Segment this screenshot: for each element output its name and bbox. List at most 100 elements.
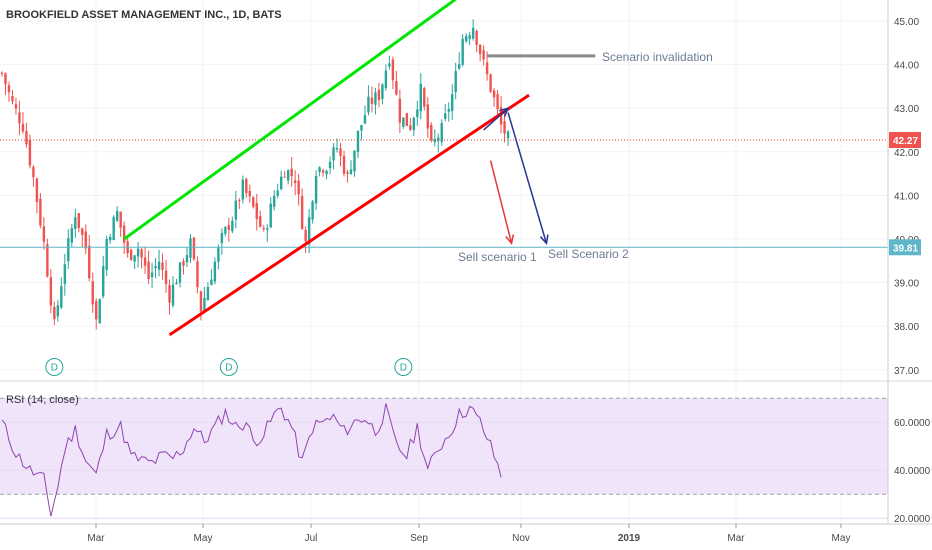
candle-body (489, 74, 492, 92)
candle-body (496, 94, 499, 110)
dividend-marker (219, 358, 238, 376)
candle-body (238, 199, 241, 201)
candle-body (451, 94, 454, 111)
candle-body (280, 176, 283, 190)
candle-body (255, 203, 258, 220)
candle-body (461, 38, 464, 65)
candle-body (297, 180, 300, 195)
arrow-blue-up-head (499, 107, 510, 117)
candle-body (53, 307, 56, 320)
candle-body (11, 95, 14, 102)
candle-body (21, 123, 25, 132)
price-axis[interactable]: 45.0044.0043.0042.0041.0040.0039.0038.00… (887, 0, 931, 525)
candle-body (328, 161, 332, 169)
price-tick-label: 39.00 (894, 279, 919, 290)
price-pane-background (0, 0, 888, 378)
candle-body (143, 257, 147, 266)
candle-body (388, 63, 391, 67)
dividend-marker-label: D (400, 363, 407, 374)
candle-body (464, 36, 468, 42)
current-price-badge-box (889, 132, 921, 149)
candle-body (482, 50, 485, 60)
sell-scenario-2-label: Sell Scenario 2 (548, 247, 629, 261)
candle-body (304, 230, 307, 242)
rsi-grid (0, 397, 888, 519)
price-tick-label: 37.00 (894, 366, 919, 377)
candle-body (25, 130, 28, 145)
candle-body (360, 125, 363, 131)
price-tick-label: 45.00 (894, 17, 919, 28)
candle-body (105, 239, 108, 270)
candle-body (18, 112, 21, 124)
candle-body (430, 125, 433, 141)
price-tick-label: 42.00 (894, 148, 919, 159)
time-axis[interactable]: Mar May Jul Sep Nov 2019 Mar May (0, 523, 932, 544)
candle-body (56, 305, 60, 317)
candle-body (77, 213, 80, 229)
candle-body (283, 176, 286, 178)
price-tick-label: 38.00 (894, 322, 919, 333)
candle-body (203, 297, 206, 311)
candle-body (311, 201, 314, 220)
candle-body (157, 261, 161, 270)
candle-body (405, 113, 409, 126)
dividend-marker (45, 358, 64, 376)
candle-body (231, 220, 234, 232)
candle-body (300, 196, 304, 229)
candle-body (398, 98, 402, 123)
sell-scenario-1-label: Sell scenario 1 (458, 250, 537, 264)
candle-body (7, 85, 11, 93)
price-pane[interactable]: D D D BROOKFIELD ASSET MANAGEMENT INC., 1D… (0, 0, 888, 524)
candle-body (245, 179, 248, 194)
candle-body (46, 244, 49, 277)
arrow-red-down-shaft (489, 160, 513, 244)
candle-body (419, 83, 422, 112)
candle-body (213, 261, 217, 282)
candle-body (164, 270, 168, 285)
rsi-pane[interactable]: RSI (14, close) (0, 394, 888, 519)
candle-body (199, 291, 203, 312)
candle-body (499, 107, 503, 125)
candle-body (102, 266, 105, 297)
time-tick-label: Nov (512, 533, 530, 544)
candle-body (266, 228, 269, 231)
candle-body (206, 286, 210, 301)
candle-body (377, 89, 381, 101)
candle-body (0, 72, 4, 74)
candle-body (49, 277, 53, 306)
candle-body (318, 167, 321, 173)
candle-body (370, 97, 374, 104)
candle-body (381, 84, 384, 100)
candle-body (346, 172, 349, 174)
rsi-label: RSI (14, close) (6, 394, 79, 406)
rsi-tick-label: 60.0000 (894, 418, 931, 429)
candle-body (325, 170, 328, 175)
time-tick-label: Sep (410, 533, 428, 544)
candle-body (307, 217, 311, 245)
candle-body (353, 150, 356, 172)
candle-body (349, 169, 353, 175)
candle-body (189, 238, 192, 258)
arrow-blue-down-head (539, 234, 549, 246)
candle-body (339, 148, 342, 156)
price-tick-label: 43.00 (894, 104, 919, 115)
target-price-badge-text: 39.81 (893, 243, 918, 254)
candle-body (220, 233, 224, 244)
candle-body (32, 167, 35, 178)
candle-body (454, 71, 457, 93)
scenario-invalidation-label: Scenario invalidation (602, 50, 713, 64)
candle-body (468, 35, 471, 40)
candle-body (259, 215, 262, 227)
candle-body (210, 279, 213, 285)
rsi-band (0, 398, 888, 495)
channel-lower-line (168, 93, 530, 337)
candle-body (269, 203, 272, 228)
candles-group (0, 19, 510, 330)
candle-body (395, 81, 398, 95)
candle-body (485, 62, 489, 75)
candle-body (478, 44, 482, 55)
candle-body (67, 238, 70, 262)
candle-body (440, 123, 443, 142)
candle-body (136, 248, 140, 257)
